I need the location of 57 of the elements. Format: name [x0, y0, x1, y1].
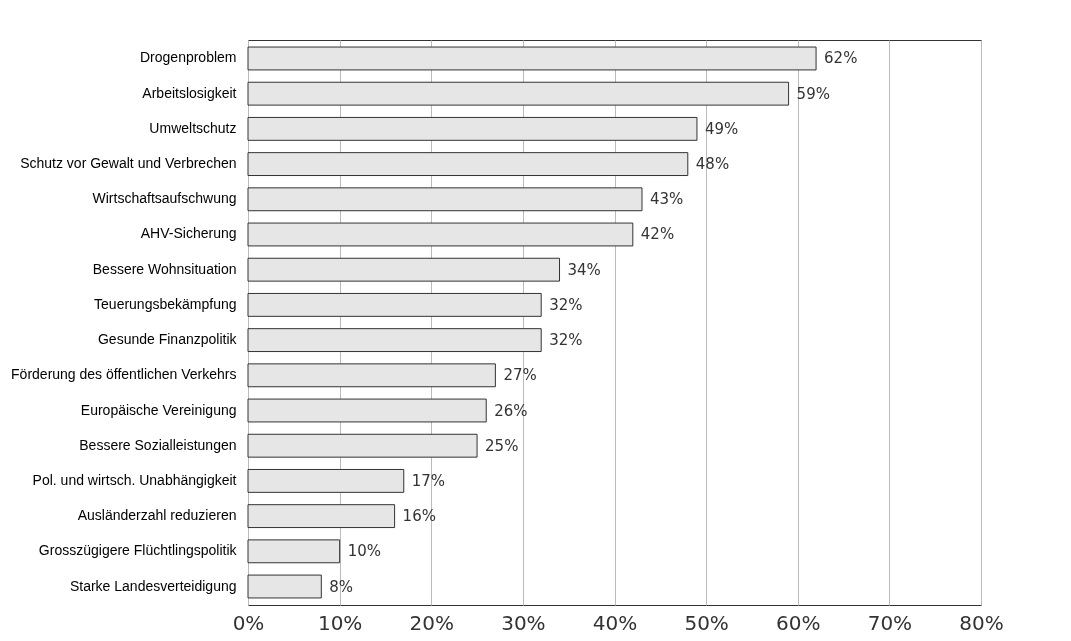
bar — [247, 433, 478, 458]
bar — [247, 504, 396, 529]
bar — [247, 152, 689, 177]
x-tick-label: 40% — [592, 610, 638, 635]
data-label: 10% — [347, 542, 381, 561]
x-tick-label: 20% — [409, 610, 454, 635]
data-label: 62% — [824, 49, 858, 68]
x-tick-label: 70% — [867, 610, 913, 635]
x-tick-label: 60% — [776, 610, 821, 635]
bar — [247, 187, 643, 212]
data-label: 17% — [411, 471, 446, 490]
y-tick-label: Schutz vor Gewalt und Verbrechen — [20, 155, 237, 172]
data-label: 8% — [329, 577, 354, 596]
y-tick-label: Förderung des öffentlichen Verkehrs — [11, 366, 237, 383]
data-label: 59% — [796, 84, 830, 103]
x-tick-label: 10% — [317, 610, 363, 635]
y-tick-label: Pol. und wirtsch. Unabhängigkeit — [32, 471, 237, 488]
x-tick-label: 30% — [501, 610, 546, 635]
y-tick-label: Wirtschaftsaufschwung — [92, 190, 237, 207]
x-tick-label: 80% — [959, 610, 1004, 635]
bar — [247, 328, 542, 353]
x-tick-label: 0% — [232, 610, 265, 635]
y-tick-label: Arbeitslosigkeit — [142, 84, 237, 101]
bar — [247, 292, 542, 317]
data-label: 32% — [549, 331, 583, 350]
data-label: 26% — [494, 401, 528, 420]
data-label: 16% — [402, 507, 436, 526]
bar — [247, 81, 790, 106]
bar — [247, 222, 634, 247]
y-tick-label: Ausländerzahl reduzieren — [77, 507, 237, 524]
bar — [247, 398, 487, 423]
bar — [247, 257, 561, 282]
data-label: 42% — [640, 225, 675, 244]
data-label: 48% — [695, 155, 730, 174]
y-tick-label: Bessere Sozialleistungen — [79, 436, 237, 453]
y-tick-label: Gesunde Finanzpolitik — [97, 331, 238, 348]
x-tick-label: 50% — [684, 610, 729, 635]
data-label: 49% — [704, 119, 739, 138]
y-tick-label: Europäische Vereinigung — [80, 401, 237, 418]
bar — [247, 539, 341, 564]
y-tick-label: Umweltschutz — [149, 119, 237, 136]
y-tick-label: AHV-Sicherung — [140, 225, 237, 242]
bar — [247, 574, 322, 599]
data-label: 32% — [549, 295, 583, 314]
bar — [247, 46, 817, 71]
y-tick-label: Drogenproblem — [140, 49, 237, 66]
y-tick-label: Bessere Wohnsituation — [92, 260, 237, 277]
data-label: 34% — [567, 260, 601, 279]
y-tick-label: Starke Landesverteidigung — [69, 577, 237, 594]
data-label: 43% — [649, 190, 684, 209]
bar — [247, 363, 496, 388]
bar — [247, 468, 405, 493]
data-label: 27% — [503, 366, 537, 385]
y-tick-label: Grosszügigere Flüchtlingspolitik — [38, 542, 238, 559]
bar — [247, 116, 698, 141]
y-tick-label: Teuerungsbekämpfung — [94, 295, 237, 312]
data-label: 25% — [485, 436, 519, 455]
